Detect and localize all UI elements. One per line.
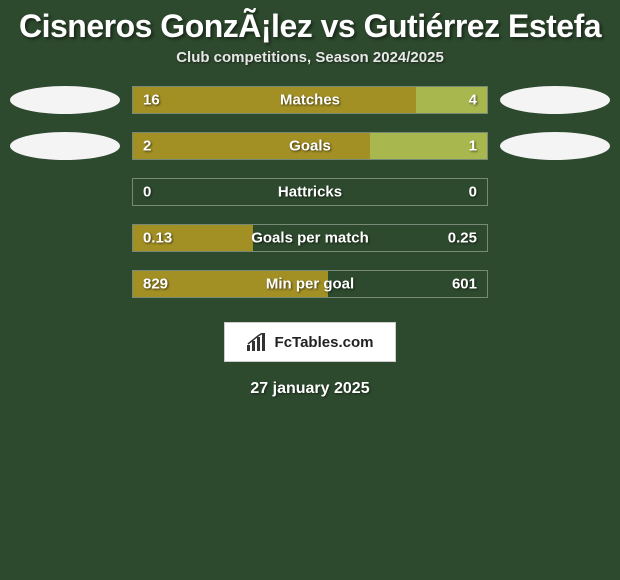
player-right-ellipse — [500, 86, 610, 114]
stat-value-right: 0.25 — [448, 230, 477, 247]
stat-bar: 2 1 Goals — [132, 132, 488, 160]
stats-container: 16 4 Matches 2 1 Goals 0 0 Hattricks 0.13 0.25 Goal… — [0, 86, 620, 298]
stat-label: Goals per match — [251, 230, 369, 247]
stat-bar: 829 601 Min per goal — [132, 270, 488, 298]
stat-bar: 0.13 0.25 Goals per match — [132, 224, 488, 252]
stat-value-left: 0.13 — [143, 230, 172, 247]
stat-label: Hattricks — [278, 184, 342, 201]
stat-row: 16 4 Matches — [10, 86, 610, 114]
page-subtitle: Club competitions, Season 2024/2025 — [0, 49, 620, 86]
stat-value-left: 2 — [143, 138, 151, 155]
bar-left-fill — [133, 87, 416, 113]
stat-bar: 16 4 Matches — [132, 86, 488, 114]
stat-label: Goals — [289, 138, 331, 155]
stat-row: 829 601 Min per goal — [10, 270, 610, 298]
player-right-ellipse — [500, 132, 610, 160]
fctables-logo: FcTables.com — [224, 322, 397, 362]
date-text: 27 january 2025 — [0, 362, 620, 398]
stat-bar: 0 0 Hattricks — [132, 178, 488, 206]
stat-value-right: 601 — [452, 276, 477, 293]
stat-row: 0.13 0.25 Goals per match — [10, 224, 610, 252]
page-title: Cisneros GonzÃ¡lez vs Gutiérrez Estefa — [0, 0, 620, 49]
stat-row: 2 1 Goals — [10, 132, 610, 160]
stat-value-left: 0 — [143, 184, 151, 201]
stat-value-right: 4 — [469, 92, 477, 109]
stat-label: Min per goal — [266, 276, 354, 293]
stat-row: 0 0 Hattricks — [10, 178, 610, 206]
stat-value-left: 16 — [143, 92, 160, 109]
bar-chart-icon — [247, 333, 269, 351]
stat-value-right: 1 — [469, 138, 477, 155]
logo-text: FcTables.com — [275, 334, 374, 351]
bar-left-fill — [133, 133, 370, 159]
stat-value-right: 0 — [469, 184, 477, 201]
stat-value-left: 829 — [143, 276, 168, 293]
player-left-ellipse — [10, 132, 120, 160]
stat-label: Matches — [280, 92, 340, 109]
player-left-ellipse — [10, 86, 120, 114]
